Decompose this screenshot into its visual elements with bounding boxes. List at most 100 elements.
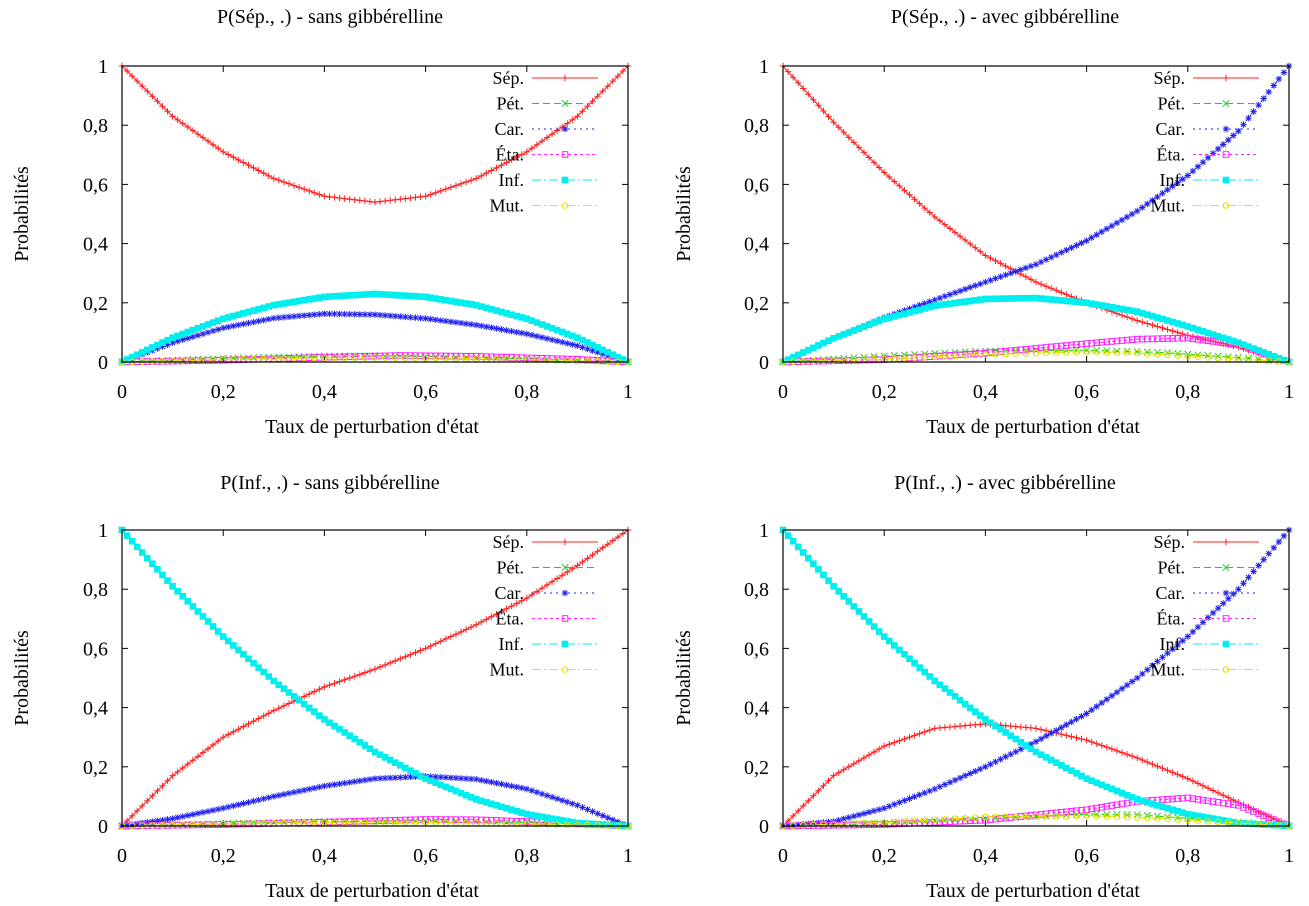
data-point xyxy=(164,577,171,584)
data-point xyxy=(850,327,858,334)
data-point xyxy=(1063,732,1070,739)
data-point xyxy=(850,356,858,364)
data-point xyxy=(1078,299,1085,306)
data-point xyxy=(784,532,792,539)
data-point xyxy=(1017,295,1025,302)
data-point xyxy=(528,145,536,152)
data-point xyxy=(467,321,475,328)
data-point xyxy=(518,597,525,604)
data-point xyxy=(584,357,591,365)
data-point xyxy=(1184,633,1191,640)
data-point xyxy=(209,141,217,148)
data-point xyxy=(341,779,348,787)
data-point xyxy=(1098,339,1106,346)
data-point xyxy=(1133,814,1141,821)
data-point xyxy=(1184,334,1192,342)
data-point xyxy=(280,314,288,321)
data-point xyxy=(896,182,903,190)
data-point xyxy=(855,144,863,151)
data-point xyxy=(1113,787,1121,795)
data-point xyxy=(599,87,606,95)
data-point xyxy=(609,351,617,359)
data-point xyxy=(1255,347,1262,354)
data-point xyxy=(543,335,551,342)
data-point xyxy=(1234,354,1242,362)
data-point xyxy=(149,357,156,365)
x-tick-label: 0,2 xyxy=(872,381,897,403)
data-point xyxy=(835,124,842,131)
data-point xyxy=(321,310,328,317)
data-point xyxy=(417,647,424,654)
data-point xyxy=(1143,348,1151,356)
data-point xyxy=(599,544,606,551)
data-point xyxy=(1058,249,1065,256)
data-point xyxy=(1240,341,1247,348)
data-point xyxy=(366,667,374,675)
data-point xyxy=(1270,821,1278,829)
data-point xyxy=(1012,735,1020,743)
data-point xyxy=(1224,817,1232,825)
data-point xyxy=(548,578,556,585)
data-point xyxy=(574,357,581,365)
data-point xyxy=(1139,318,1146,326)
data-point xyxy=(1174,179,1181,186)
data-point xyxy=(457,789,465,797)
data-point xyxy=(488,167,495,174)
data-point xyxy=(951,289,959,296)
data-point xyxy=(1078,772,1085,780)
data-point xyxy=(951,815,959,823)
data-point xyxy=(1220,792,1227,799)
data-point xyxy=(306,187,313,195)
legend-marker xyxy=(1222,74,1230,82)
x-tick-label: 0,2 xyxy=(211,845,236,867)
data-point xyxy=(376,198,384,205)
data-point xyxy=(1184,775,1191,782)
data-point xyxy=(941,781,949,788)
series-line-car xyxy=(782,529,1290,827)
data-point xyxy=(1073,812,1080,820)
data-point xyxy=(224,637,232,645)
data-point xyxy=(260,169,267,177)
data-point xyxy=(214,806,222,813)
data-point xyxy=(214,317,222,324)
data-point xyxy=(1194,336,1202,343)
data-point xyxy=(865,618,873,625)
data-point xyxy=(1103,348,1111,356)
legend-marker xyxy=(561,99,569,108)
data-point xyxy=(961,236,969,244)
legend-marker xyxy=(561,151,569,158)
data-point xyxy=(875,745,883,753)
data-point xyxy=(346,310,353,318)
data-point xyxy=(972,244,979,251)
data-point xyxy=(548,793,556,801)
y-tick-label: 0,4 xyxy=(83,698,108,720)
data-point xyxy=(1194,163,1202,170)
series-line-car xyxy=(782,65,1290,363)
data-point xyxy=(164,816,171,823)
y-axis-label: Probabilités xyxy=(673,630,695,726)
data-point xyxy=(946,779,954,786)
data-point xyxy=(886,741,893,748)
data-point xyxy=(1068,718,1075,726)
data-point xyxy=(1164,767,1171,774)
data-point xyxy=(1265,550,1272,557)
x-tick-label: 0,6 xyxy=(413,845,438,867)
data-point xyxy=(825,577,832,584)
data-point xyxy=(926,303,934,311)
data-point xyxy=(1083,346,1091,354)
data-point xyxy=(351,291,359,299)
data-point xyxy=(1169,645,1176,653)
data-point xyxy=(235,156,242,164)
data-point xyxy=(800,802,807,810)
data-point xyxy=(1063,808,1070,816)
series-line-mut xyxy=(121,821,629,827)
data-point xyxy=(270,677,278,685)
data-point xyxy=(982,813,989,821)
data-point xyxy=(574,821,581,829)
data-point xyxy=(235,321,242,329)
data-point xyxy=(1194,817,1202,824)
data-point xyxy=(128,72,136,80)
data-point xyxy=(1230,818,1237,826)
data-point xyxy=(194,753,202,760)
data-point xyxy=(371,748,379,756)
